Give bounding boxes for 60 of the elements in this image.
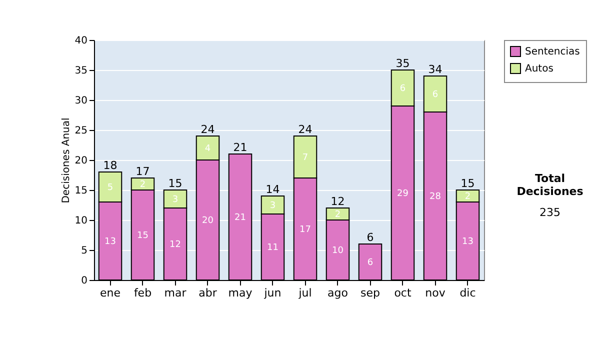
y-tick-label: 40 xyxy=(74,36,88,46)
total-label: 24 xyxy=(200,123,215,136)
total-label: 15 xyxy=(460,177,475,190)
data-label: 2 xyxy=(140,180,146,190)
data-label: 10 xyxy=(332,246,344,256)
x-tick-label: abr xyxy=(198,286,218,300)
y-axis-title: Decisiones Anual xyxy=(60,118,72,204)
x-tick-label: feb xyxy=(134,286,152,300)
y-tick-label: 5 xyxy=(81,246,88,256)
total-label: 12 xyxy=(330,195,345,208)
y-tick-label: 35 xyxy=(74,66,88,76)
x-tick-label: sep xyxy=(360,286,380,300)
total-label: 14 xyxy=(266,183,280,196)
total-label: 21 xyxy=(233,141,248,154)
y-tick-label: 20 xyxy=(74,156,88,166)
y-tick-label: 10 xyxy=(74,216,88,226)
text: 235 xyxy=(538,206,562,219)
data-label: 5 xyxy=(107,183,114,193)
y-tick-label: 30 xyxy=(74,96,88,106)
total-label: 17 xyxy=(136,165,150,178)
x-tick-label: may xyxy=(228,286,253,300)
total-label: 34 xyxy=(428,63,442,76)
x-tick-label: ene xyxy=(100,286,121,300)
total-label: 6 xyxy=(366,231,374,244)
data-label: 6 xyxy=(400,84,406,94)
data-label: 12 xyxy=(170,240,181,250)
data-label: 4 xyxy=(204,144,211,154)
total-label: 35 xyxy=(396,57,410,70)
data-label: 2 xyxy=(464,192,471,202)
y-tick-label: 15 xyxy=(74,186,88,196)
data-label: 2 xyxy=(334,210,341,220)
data-label: 20 xyxy=(202,216,214,226)
x-tick-label: oct xyxy=(394,286,412,300)
legend-label: Autos xyxy=(525,64,554,74)
legend-label: Sentencias xyxy=(525,46,580,58)
x-tick-label: jun xyxy=(263,286,282,300)
data-label: 7 xyxy=(302,153,308,163)
total-label: 15 xyxy=(168,177,182,190)
total-label: 24 xyxy=(298,123,312,136)
data-label: 3 xyxy=(172,195,178,205)
data-label: 29 xyxy=(397,189,409,199)
x-tick-label: jul xyxy=(298,286,312,300)
data-label: 6 xyxy=(432,90,438,100)
y-tick-label: 0 xyxy=(81,276,88,286)
total-label: 18 xyxy=(103,159,118,172)
data-label: 28 xyxy=(430,192,442,202)
x-tick-label: nov xyxy=(425,286,446,300)
data-label: 21 xyxy=(234,213,246,223)
data-label: 11 xyxy=(267,243,278,253)
x-tick-label: mar xyxy=(164,286,187,300)
data-label: 6 xyxy=(367,258,374,268)
data-label: 15 xyxy=(137,231,148,241)
data-label: 13 xyxy=(462,237,474,247)
x-tick-label: ago xyxy=(328,286,348,300)
data-label: 3 xyxy=(270,201,276,211)
data-label: 13 xyxy=(104,237,116,247)
text: Total Decisiones xyxy=(516,172,584,198)
y-tick-label: 25 xyxy=(74,126,88,136)
x-tick-label: dic xyxy=(460,286,476,300)
data-label: 17 xyxy=(300,225,311,235)
